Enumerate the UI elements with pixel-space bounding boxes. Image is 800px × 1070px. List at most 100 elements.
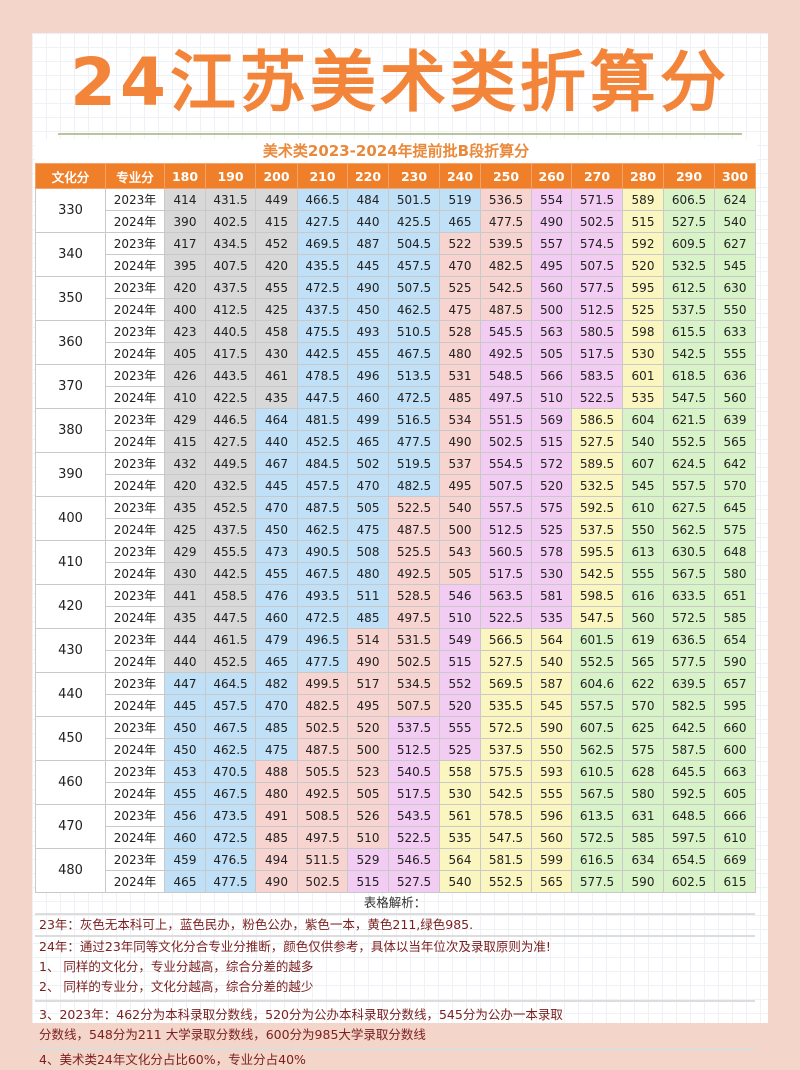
header-major-190: 190	[205, 163, 256, 189]
culture-score-cell: 430	[35, 628, 106, 673]
score-cell: 530	[531, 562, 572, 585]
score-cell: 543.5	[388, 804, 440, 827]
score-cell: 469.5	[297, 232, 348, 255]
year-cell: 2024年	[105, 210, 165, 233]
score-cell: 565	[714, 430, 756, 453]
score-cell: 470.5	[205, 760, 256, 783]
score-cell: 562.5	[663, 518, 715, 541]
score-cell: 577.5	[663, 650, 715, 673]
divider	[58, 133, 742, 135]
score-cell: 435	[164, 606, 206, 629]
score-cell: 434.5	[205, 232, 256, 255]
score-cell: 430	[164, 562, 206, 585]
score-cell: 514	[347, 628, 389, 651]
score-cell: 642	[714, 452, 756, 475]
score-cell: 502.5	[571, 210, 623, 233]
score-cell: 435	[255, 386, 298, 409]
score-cell: 502.5	[297, 716, 348, 739]
score-cell: 480	[347, 562, 389, 585]
score-cell: 642.5	[663, 716, 715, 739]
score-cell: 493	[347, 320, 389, 343]
score-cell: 542.5	[571, 562, 623, 585]
score-cell: 512.5	[480, 518, 532, 541]
table-row: 2024年 400 412.5 425 437.5 450 462.5 475 487.5 500…	[36, 298, 756, 321]
score-cell: 442.5	[297, 342, 348, 365]
score-cell: 470	[255, 694, 298, 717]
score-cell: 631	[622, 804, 664, 827]
score-cell: 639	[714, 408, 756, 431]
score-cell: 515	[531, 430, 572, 453]
score-cell: 592	[622, 232, 664, 255]
score-cell: 461	[255, 364, 298, 387]
score-cell: 465	[347, 430, 389, 453]
score-cell: 531.5	[388, 628, 440, 651]
table-row: 2024年 445 457.5 470 482.5 495 507.5 520 535.5 545…	[36, 694, 756, 717]
score-cell: 528.5	[388, 584, 440, 607]
score-cell: 517	[347, 672, 389, 695]
score-cell: 467.5	[388, 342, 440, 365]
score-cell: 465	[439, 210, 481, 233]
score-cell: 570	[622, 694, 664, 717]
score-cell: 590	[622, 870, 664, 893]
poster-title: 24江苏美术类折算分	[70, 44, 730, 121]
score-cell: 427.5	[205, 430, 256, 453]
score-cell: 485	[439, 386, 481, 409]
score-cell: 449	[255, 188, 298, 211]
score-cell: 565	[531, 870, 572, 893]
score-cell: 599	[531, 848, 572, 871]
score-cell: 449.5	[205, 452, 256, 475]
score-cell: 540	[439, 496, 481, 519]
score-cell: 577.5	[571, 276, 623, 299]
culture-score-cell: 340	[35, 232, 106, 277]
score-cell: 527.5	[388, 870, 440, 893]
score-cell: 618.5	[663, 364, 715, 387]
score-cell: 575.5	[480, 760, 532, 783]
culture-score-cell: 400	[35, 496, 106, 541]
score-cell: 446.5	[205, 408, 256, 431]
score-cell: 636.5	[663, 628, 715, 651]
score-cell: 537	[439, 452, 481, 475]
score-cell: 487.5	[480, 298, 532, 321]
score-cell: 522	[439, 232, 481, 255]
score-cell: 519	[439, 188, 481, 211]
score-cell: 452	[255, 232, 298, 255]
year-cell: 2024年	[105, 254, 165, 277]
score-cell: 669	[714, 848, 756, 871]
score-cell: 604	[622, 408, 664, 431]
score-cell: 545	[714, 254, 756, 277]
score-cell: 624	[714, 188, 756, 211]
score-cell: 580	[714, 562, 756, 585]
score-cell: 586.5	[571, 408, 623, 431]
table-row: 460 2023年 453 470.5 488 505.5 523 540.5 558 575.5…	[35, 760, 756, 805]
score-cell: 457.5	[388, 254, 440, 277]
score-cell: 627.5	[663, 496, 715, 519]
score-cell: 601.5	[571, 628, 623, 651]
notes-section: 表格解析： 23年：灰色无本科可上，蓝色民办，粉色公办，紫色一本，黄色211,绿…	[35, 893, 755, 1070]
score-cell: 660	[714, 716, 756, 739]
score-cell: 545	[531, 694, 572, 717]
score-cell: 630	[714, 276, 756, 299]
score-cell: 515	[439, 650, 481, 673]
score-cell: 445	[347, 254, 389, 277]
table-row: 410 2023年 429 455.5 473 490.5 508 525.5 543 560.5…	[35, 540, 756, 585]
score-cell: 539.5	[480, 232, 532, 255]
score-cell: 569.5	[480, 672, 532, 695]
table-subtitle: 美术类2023-2024年提前批B段折算分	[35, 139, 757, 163]
score-cell: 589	[622, 188, 664, 211]
score-cell: 447.5	[297, 386, 348, 409]
year-cell: 2024年	[105, 650, 165, 673]
score-cell: 598.5	[571, 584, 623, 607]
score-cell: 482.5	[297, 694, 348, 717]
table-row: 2024年 450 462.5 475 487.5 500 512.5 525 537.5 550…	[36, 738, 756, 761]
score-cell: 491	[255, 804, 298, 827]
score-cell: 510.5	[388, 320, 440, 343]
score-cell: 472.5	[205, 826, 256, 849]
score-cell: 490	[255, 870, 298, 893]
score-cell: 502.5	[480, 430, 532, 453]
note-item-1: 1、 同样的文化分，专业分越高，综合分差的越多	[39, 959, 314, 974]
score-cell: 627	[714, 232, 756, 255]
score-cell: 440	[255, 430, 298, 453]
year-cell: 2023年	[105, 364, 165, 387]
score-cell: 495	[439, 474, 481, 497]
score-cell: 479	[255, 628, 298, 651]
